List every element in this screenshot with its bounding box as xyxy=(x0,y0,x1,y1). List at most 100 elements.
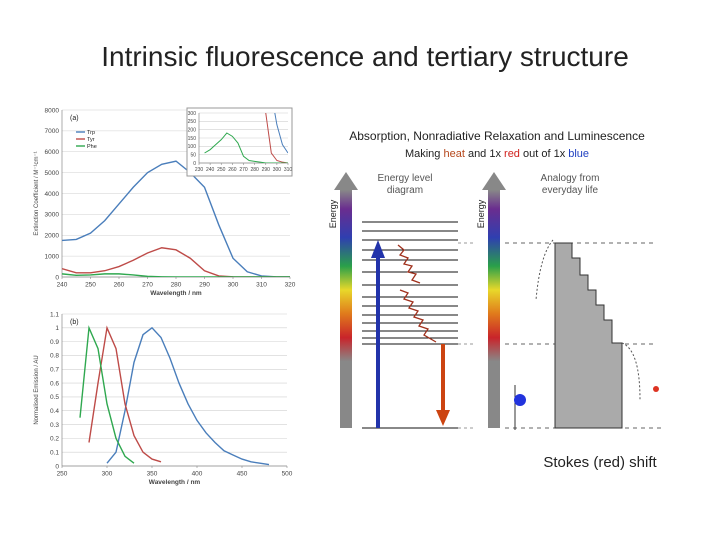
y-tick-label: 7000 xyxy=(45,128,60,135)
y-tick-label: 5000 xyxy=(45,170,60,177)
x-tick-label: 250 xyxy=(57,471,68,478)
x-tick-label: 250 xyxy=(217,167,226,173)
energy-bar xyxy=(340,190,352,428)
energy-label: Energy xyxy=(328,199,338,228)
y-tick-label: 0.6 xyxy=(50,380,59,387)
series-line xyxy=(79,325,135,464)
x-tick-label: 320 xyxy=(285,282,296,289)
y-tick-label: 0.8 xyxy=(50,353,59,360)
y-tick-label: 6000 xyxy=(45,149,60,156)
series-line xyxy=(265,113,288,163)
arrow-head xyxy=(482,172,506,190)
panel-label: diagram xyxy=(387,185,423,196)
x-tick-label: 300 xyxy=(102,471,113,478)
x-axis-label: Wavelength / nm xyxy=(150,290,202,297)
x-tick-label: 300 xyxy=(273,167,282,173)
y-tick-label: 3000 xyxy=(45,212,60,219)
caption: Stokes (red) shift xyxy=(543,454,657,471)
x-tick-label: 310 xyxy=(284,167,293,173)
x-tick-label: 500 xyxy=(282,471,293,478)
x-tick-label: 250 xyxy=(85,282,96,289)
energy-bar xyxy=(488,190,500,428)
ball xyxy=(514,394,526,406)
panel-label: (b) xyxy=(70,319,79,326)
energy-label: Energy xyxy=(476,199,486,228)
y-tick-label: 0.9 xyxy=(50,339,59,346)
subtitle-part: and 1x xyxy=(465,148,504,160)
x-axis-label: Wavelength / nm xyxy=(149,479,201,486)
relaxation-wave xyxy=(399,289,437,343)
y-axis-label: Normalised Emission / AU xyxy=(34,355,40,424)
diagram-title: Absorption, Nonradiative Relaxation and … xyxy=(349,129,645,143)
subtitle-part: blue xyxy=(568,148,589,160)
y-tick-label: 300 xyxy=(188,111,197,117)
y-tick-label: 0.5 xyxy=(50,394,59,401)
panel-label: Energy level xyxy=(377,173,432,184)
x-tick-label: 300 xyxy=(228,282,239,289)
y-tick-label: 0 xyxy=(193,161,196,167)
y-tick-label: 0 xyxy=(55,463,59,470)
x-tick-label: 260 xyxy=(228,167,237,173)
y-tick-label: 8000 xyxy=(45,107,60,114)
panel-label: Analogy from xyxy=(541,173,600,184)
x-tick-label: 270 xyxy=(239,167,248,173)
legend-label: Phe xyxy=(87,144,97,150)
x-tick-label: 310 xyxy=(256,282,267,289)
x-tick-label: 230 xyxy=(195,167,204,173)
y-tick-label: 250 xyxy=(188,119,197,125)
y-tick-label: 0.4 xyxy=(50,408,59,415)
fall-path xyxy=(535,239,554,301)
series-line xyxy=(62,160,290,277)
fall-path xyxy=(621,342,641,401)
subtitle-part: heat xyxy=(443,148,464,160)
y-axis-label: Extinction Coefficient / M⁻¹cm⁻¹ xyxy=(34,151,40,235)
x-tick-label: 260 xyxy=(114,282,125,289)
y-tick-label: 0.1 xyxy=(50,449,59,456)
y-tick-label: 200 xyxy=(188,127,197,133)
arrow-head xyxy=(436,410,450,426)
inset-frame xyxy=(186,107,293,177)
y-tick-label: 150 xyxy=(188,136,197,142)
ball xyxy=(653,386,659,392)
y-tick-label: 1 xyxy=(55,325,59,332)
series-line xyxy=(274,113,288,154)
arrow-head xyxy=(334,172,358,190)
y-tick-label: 100 xyxy=(188,144,197,150)
relaxation-wave xyxy=(397,244,421,284)
series-line xyxy=(62,273,290,277)
slide-title: Intrinsic fluorescence and tertiary stru… xyxy=(101,41,629,72)
y-tick-label: 1000 xyxy=(45,253,60,260)
y-tick-label: 0 xyxy=(55,274,59,281)
panel-label: everyday life xyxy=(542,185,599,196)
series-line xyxy=(88,325,162,463)
x-tick-label: 270 xyxy=(142,282,153,289)
y-tick-label: 0.3 xyxy=(50,422,59,429)
series-line xyxy=(106,326,270,466)
series-line xyxy=(204,132,288,163)
legend-label: Trp xyxy=(87,130,95,136)
subtitle-part: out of 1x xyxy=(520,148,568,160)
diagram: Absorption, Nonradiative Relaxation and … xyxy=(328,129,662,430)
subtitle-part: red xyxy=(504,148,520,160)
y-tick-label: 4000 xyxy=(45,191,60,198)
staircase xyxy=(554,242,623,429)
x-tick-label: 290 xyxy=(262,167,271,173)
legend-label: Tyr xyxy=(87,137,95,143)
x-tick-label: 400 xyxy=(192,471,203,478)
y-tick-label: 0.7 xyxy=(50,367,59,374)
x-tick-label: 280 xyxy=(250,167,259,173)
y-tick-label: 50 xyxy=(190,152,196,158)
x-tick-label: 450 xyxy=(237,471,248,478)
x-tick-label: 240 xyxy=(206,167,215,173)
panel-label: (a) xyxy=(70,115,79,122)
x-tick-label: 290 xyxy=(199,282,210,289)
x-tick-label: 280 xyxy=(171,282,182,289)
arrow-head xyxy=(371,240,385,258)
chart: 0 0.1 0.2 0.3 0.4 0.5 0.6 0.7 0.8 0.9 1 1.1 250 300 35… xyxy=(34,311,293,486)
y-tick-label: 1.1 xyxy=(50,311,59,318)
diagram-subtitle: Making heat and 1x red out of 1x blue xyxy=(405,148,589,160)
